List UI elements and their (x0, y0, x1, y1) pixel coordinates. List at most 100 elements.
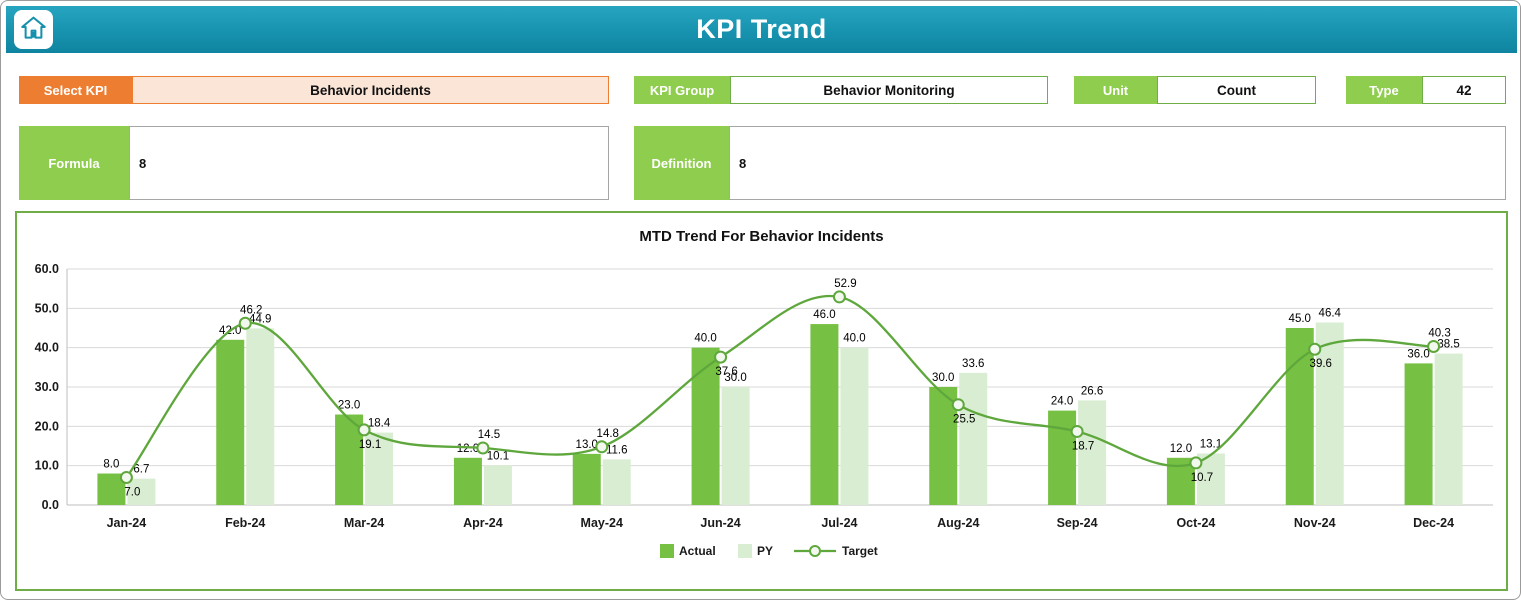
svg-text:Mar-24: Mar-24 (344, 516, 384, 530)
svg-text:Aug-24: Aug-24 (937, 516, 979, 530)
svg-text:52.9: 52.9 (834, 278, 856, 290)
svg-text:Jul-24: Jul-24 (821, 516, 857, 530)
home-button[interactable] (14, 10, 53, 49)
svg-text:46.0: 46.0 (813, 309, 835, 321)
target-marker (595, 440, 609, 454)
svg-text:Oct-24: Oct-24 (1176, 516, 1215, 530)
target-marker (476, 441, 490, 455)
svg-text:12.0: 12.0 (1170, 443, 1192, 455)
bar-py (602, 459, 631, 505)
type-label: Type (1346, 76, 1422, 104)
target-marker (951, 398, 965, 412)
svg-text:33.6: 33.6 (962, 358, 984, 370)
bar-py (1078, 400, 1107, 505)
bar-py (1315, 322, 1344, 505)
unit-label: Unit (1074, 76, 1157, 104)
svg-text:7.0: 7.0 (124, 486, 140, 498)
svg-text:Jun-24: Jun-24 (700, 516, 740, 530)
formula-value-box: 8 (129, 126, 609, 200)
svg-text:Nov-24: Nov-24 (1294, 516, 1336, 530)
svg-text:10.1: 10.1 (487, 450, 509, 462)
svg-text:45.0: 45.0 (1289, 313, 1311, 325)
definition-label: Definition (634, 126, 729, 200)
svg-text:18.4: 18.4 (368, 418, 391, 430)
definition-value-box: 8 (729, 126, 1506, 200)
page-title: KPI Trend (696, 14, 827, 44)
py-bars (127, 322, 1463, 505)
svg-text:Feb-24: Feb-24 (225, 516, 265, 530)
svg-text:50.0: 50.0 (35, 301, 59, 315)
target-marker (714, 350, 728, 364)
target-marker (832, 290, 846, 304)
svg-text:60.0: 60.0 (35, 262, 59, 276)
chart-legend: Actual PY Target (660, 544, 878, 558)
bar-py (840, 347, 869, 505)
svg-text:25.5: 25.5 (953, 414, 975, 426)
chart-panel: MTD Trend For Behavior Incidents 0.0 10.0… (15, 211, 1508, 591)
formula-label: Formula (19, 126, 129, 200)
svg-text:24.0: 24.0 (1051, 396, 1073, 408)
svg-text:40.0: 40.0 (694, 333, 716, 345)
select-kpi-label: Select KPI (19, 76, 132, 104)
target-marker (119, 470, 133, 484)
bar-py (721, 387, 750, 505)
bar-py (483, 465, 512, 505)
svg-text:Dec-24: Dec-24 (1413, 516, 1454, 530)
svg-text:26.6: 26.6 (1081, 385, 1103, 397)
legend-label-target: Target (842, 544, 878, 558)
home-icon (20, 14, 47, 46)
svg-text:37.6: 37.6 (715, 366, 737, 378)
svg-text:46.4: 46.4 (1319, 307, 1342, 319)
svg-text:30.0: 30.0 (724, 372, 746, 384)
bar-py (127, 478, 156, 505)
svg-text:13.1: 13.1 (1200, 438, 1222, 450)
svg-text:14.8: 14.8 (597, 428, 619, 440)
svg-text:19.1: 19.1 (359, 439, 381, 451)
legend-label-actual: Actual (679, 544, 716, 558)
svg-text:Apr-24: Apr-24 (463, 516, 503, 530)
bar-py (1434, 353, 1463, 505)
y-axis-labels: 0.0 10.0 20.0 30.0 40.0 50.0 60.0 (35, 262, 59, 512)
bar-actual (1285, 328, 1314, 505)
svg-text:8.0: 8.0 (103, 459, 119, 471)
bar-actual (453, 457, 482, 505)
svg-text:0.0: 0.0 (42, 498, 59, 512)
svg-text:10.7: 10.7 (1191, 472, 1213, 484)
actual-bars (97, 324, 1433, 505)
svg-text:36.0: 36.0 (1407, 348, 1429, 360)
svg-text:38.5: 38.5 (1437, 339, 1459, 351)
svg-text:46.2: 46.2 (240, 304, 262, 316)
bar-actual (216, 339, 245, 505)
target-marker (1070, 424, 1084, 438)
target-marker (357, 423, 371, 437)
svg-text:11.6: 11.6 (606, 444, 628, 456)
svg-text:39.6: 39.6 (1310, 358, 1332, 370)
kpi-group-value: Behavior Monitoring (730, 76, 1048, 104)
target-marker (1308, 342, 1322, 356)
svg-text:May-24: May-24 (581, 516, 623, 530)
target-marker (238, 316, 252, 330)
chart-gridlines (66, 268, 1493, 506)
select-kpi-field[interactable]: Behavior Incidents (132, 76, 609, 104)
chart-title: MTD Trend For Behavior Incidents (639, 228, 884, 245)
svg-text:23.0: 23.0 (338, 400, 360, 412)
bar-py (365, 432, 394, 505)
target-marker (1427, 339, 1441, 353)
bar-actual (1404, 363, 1433, 505)
bar-actual (1048, 410, 1077, 505)
svg-text:40.0: 40.0 (843, 333, 865, 345)
target-line (125, 294, 1434, 479)
svg-text:12.0: 12.0 (457, 443, 479, 455)
svg-text:10.0: 10.0 (35, 459, 59, 473)
svg-text:30.0: 30.0 (932, 372, 954, 384)
bar-actual (810, 324, 839, 505)
svg-text:Sep-24: Sep-24 (1057, 516, 1098, 530)
svg-text:40.3: 40.3 (1428, 327, 1450, 339)
unit-value: Count (1157, 76, 1316, 104)
svg-text:30.0: 30.0 (35, 380, 59, 394)
bar-py (246, 328, 275, 505)
kpi-group-label: KPI Group (634, 76, 730, 104)
legend-label-py: PY (757, 544, 773, 558)
data-labels: 8.0 6.742.044.923.018.412.010.113.0 11.640… (103, 278, 1459, 499)
